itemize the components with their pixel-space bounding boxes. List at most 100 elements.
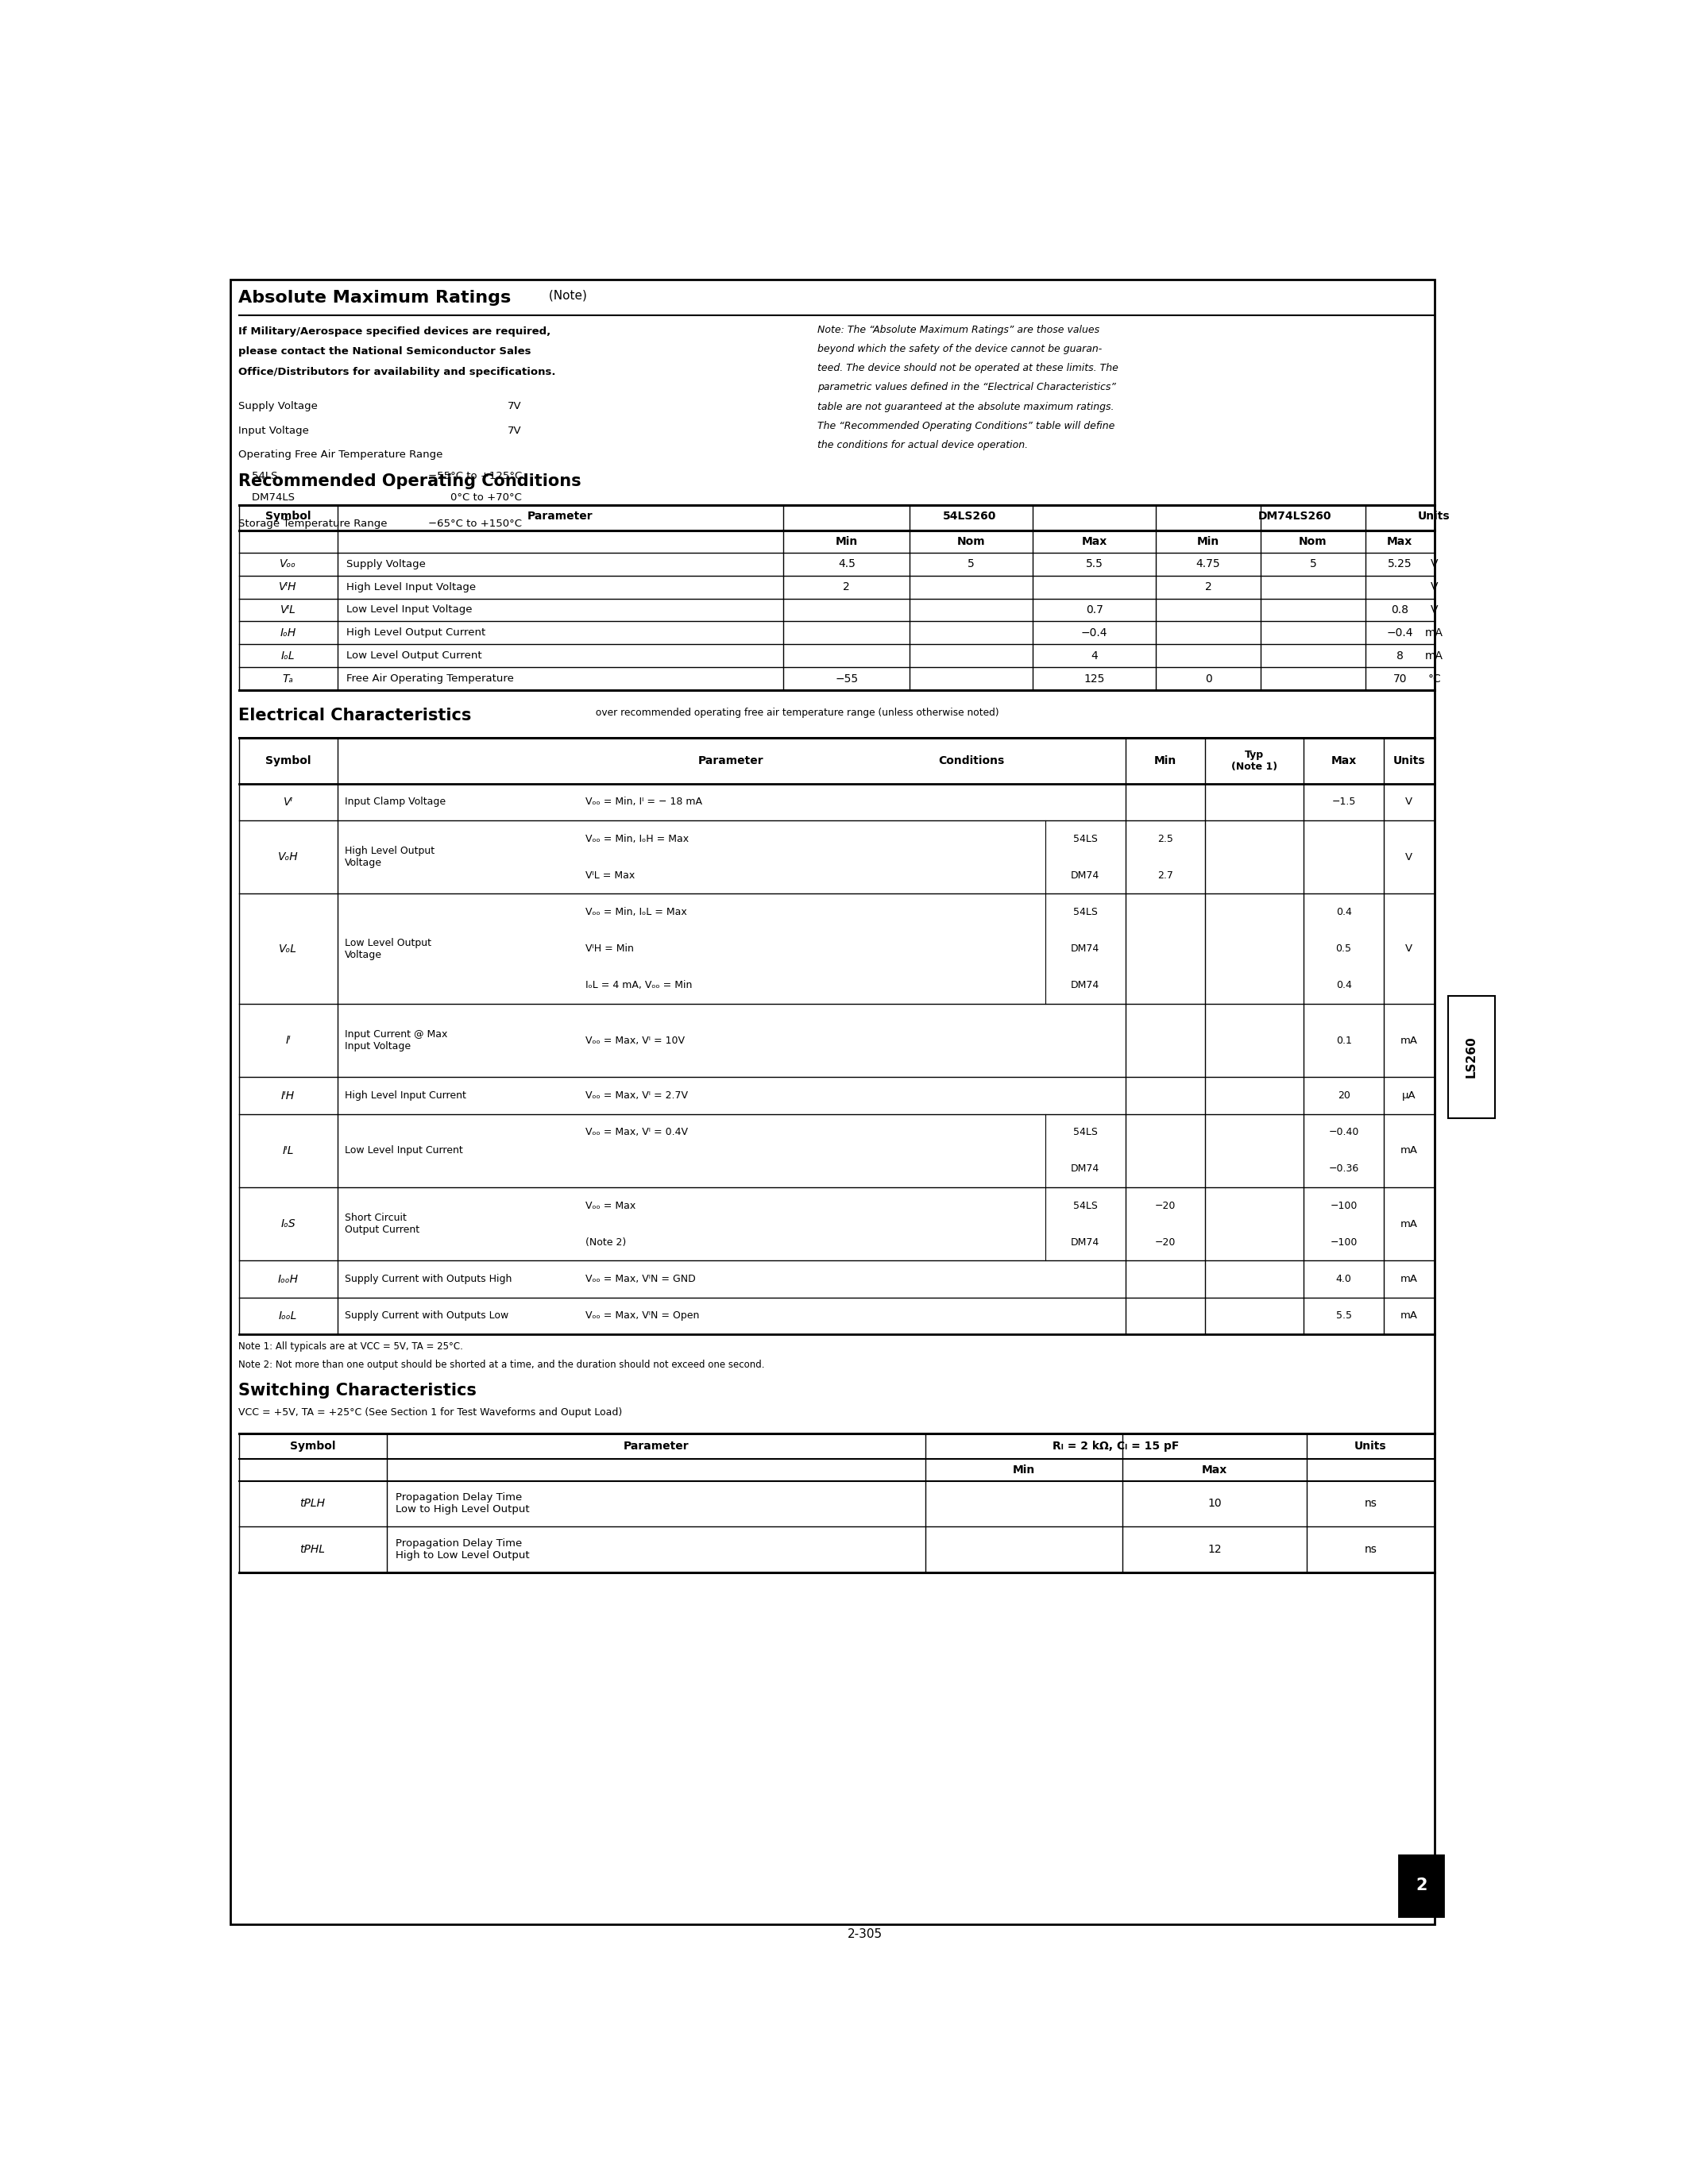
Text: V: V: [1430, 605, 1438, 616]
Text: 5.25: 5.25: [1388, 559, 1411, 570]
Text: IᴵH: IᴵH: [282, 1090, 295, 1101]
Text: (Note 2): (Note 2): [586, 1236, 626, 1247]
Text: 5.5: 5.5: [1085, 559, 1104, 570]
Text: Vₒₒ = Min, IₒL = Max: Vₒₒ = Min, IₒL = Max: [586, 906, 687, 917]
Text: Min: Min: [836, 535, 858, 548]
Text: 54LS260: 54LS260: [944, 511, 996, 522]
Text: 54LS: 54LS: [1074, 1127, 1097, 1138]
Text: teed. The device should not be operated at these limits. The: teed. The device should not be operated …: [817, 363, 1119, 373]
Text: LS260: LS260: [1465, 1035, 1477, 1079]
Text: High Level Input Current: High Level Input Current: [344, 1090, 466, 1101]
Text: Propagation Delay Time
High to Low Level Output: Propagation Delay Time High to Low Level…: [395, 1538, 530, 1562]
Text: Max: Max: [1202, 1463, 1227, 1476]
Text: High Level Output
Voltage: High Level Output Voltage: [344, 845, 434, 869]
Text: °C: °C: [1428, 673, 1442, 684]
Text: 7V: 7V: [508, 426, 522, 435]
Text: mA: mA: [1425, 627, 1443, 638]
Text: Symbol: Symbol: [290, 1441, 336, 1452]
Text: mA: mA: [1401, 1144, 1418, 1155]
Text: Storage Temperature Range: Storage Temperature Range: [238, 518, 388, 529]
Text: 2-305: 2-305: [847, 1928, 883, 1939]
Text: 0.4: 0.4: [1335, 981, 1352, 992]
Text: 4: 4: [1090, 651, 1097, 662]
Text: 0: 0: [1205, 673, 1212, 684]
Text: −100: −100: [1330, 1201, 1357, 1210]
Text: Parameter: Parameter: [623, 1441, 689, 1452]
Text: mA: mA: [1401, 1273, 1418, 1284]
Text: 54LS: 54LS: [1074, 906, 1097, 917]
Text: −100: −100: [1330, 1236, 1357, 1247]
Text: Low Level Output
Voltage: Low Level Output Voltage: [344, 937, 430, 961]
Text: 54LS: 54LS: [1074, 1201, 1097, 1210]
Text: tPLH: tPLH: [300, 1498, 326, 1509]
Text: The “Recommended Operating Conditions” table will define: The “Recommended Operating Conditions” t…: [817, 422, 1114, 430]
Text: VᴵL = Max: VᴵL = Max: [586, 869, 635, 880]
Text: Free Air Operating Temperature: Free Air Operating Temperature: [346, 673, 513, 684]
Text: VᴵH = Min: VᴵH = Min: [586, 943, 633, 954]
Text: DM74: DM74: [1070, 1164, 1099, 1175]
Text: (Note): (Note): [545, 290, 587, 301]
Text: Units: Units: [1354, 1441, 1386, 1452]
Text: mA: mA: [1401, 1035, 1418, 1046]
Text: −0.40: −0.40: [1328, 1127, 1359, 1138]
Text: Switching Characteristics: Switching Characteristics: [238, 1382, 478, 1400]
Text: Low Level Input Voltage: Low Level Input Voltage: [346, 605, 473, 616]
Text: Vₒₒ = Max, Vᴵ = 10V: Vₒₒ = Max, Vᴵ = 10V: [586, 1035, 685, 1046]
Text: DM74: DM74: [1070, 1236, 1099, 1247]
Text: −0.36: −0.36: [1328, 1164, 1359, 1175]
Text: 0.7: 0.7: [1085, 605, 1104, 616]
Text: Min: Min: [1197, 535, 1219, 548]
Text: DM74LS: DM74LS: [238, 494, 295, 502]
Text: Note 2: Not more than one output should be shorted at a time, and the duration s: Note 2: Not more than one output should …: [238, 1361, 765, 1369]
Text: Max: Max: [1082, 535, 1107, 548]
Text: Parameter: Parameter: [528, 511, 592, 522]
Text: IₒH: IₒH: [280, 627, 295, 638]
Text: Vₒₒ = Max, Vᴵ = 2.7V: Vₒₒ = Max, Vᴵ = 2.7V: [586, 1090, 687, 1101]
Text: mA: mA: [1401, 1219, 1418, 1230]
Text: −0.4: −0.4: [1386, 627, 1413, 638]
Text: Vₒₒ = Max, VᴵN = GND: Vₒₒ = Max, VᴵN = GND: [586, 1273, 695, 1284]
Text: Short Circuit
Output Current: Short Circuit Output Current: [344, 1212, 419, 1236]
Text: Symbol: Symbol: [265, 756, 311, 767]
Text: IₒS: IₒS: [280, 1219, 295, 1230]
Text: IₒₒH: IₒₒH: [277, 1273, 299, 1284]
Text: 2: 2: [1416, 1878, 1426, 1894]
Text: 5.5: 5.5: [1335, 1310, 1352, 1321]
Text: −55: −55: [836, 673, 858, 684]
Text: Vᴵ: Vᴵ: [284, 797, 292, 808]
Text: Low Level Input Current: Low Level Input Current: [344, 1144, 463, 1155]
Text: 2: 2: [1205, 581, 1212, 592]
Text: DM74: DM74: [1070, 869, 1099, 880]
Text: Max: Max: [1388, 535, 1413, 548]
Text: 8: 8: [1396, 651, 1403, 662]
Text: Propagation Delay Time
Low to High Level Output: Propagation Delay Time Low to High Level…: [395, 1492, 530, 1516]
Text: Input Current @ Max
Input Voltage: Input Current @ Max Input Voltage: [344, 1029, 447, 1053]
Text: mA: mA: [1401, 1310, 1418, 1321]
Text: IₒL: IₒL: [280, 651, 295, 662]
Text: ns: ns: [1364, 1544, 1377, 1555]
Text: parametric values defined in the “Electrical Characteristics”: parametric values defined in the “Electr…: [817, 382, 1116, 393]
Text: Conditions: Conditions: [939, 756, 1004, 767]
Text: IₒₒL: IₒₒL: [279, 1310, 297, 1321]
Text: Input Voltage: Input Voltage: [238, 426, 309, 435]
Text: Rₗ = 2 kΩ, Cₗ = 15 pF: Rₗ = 2 kΩ, Cₗ = 15 pF: [1053, 1441, 1180, 1452]
Text: Operating Free Air Temperature Range: Operating Free Air Temperature Range: [238, 450, 444, 461]
Text: please contact the National Semiconductor Sales: please contact the National Semiconducto…: [238, 347, 532, 356]
Text: 4.75: 4.75: [1197, 559, 1220, 570]
Text: Min: Min: [1155, 756, 1177, 767]
Text: 20: 20: [1337, 1090, 1350, 1101]
Text: Nom: Nom: [1298, 535, 1327, 548]
Text: Recommended Operating Conditions: Recommended Operating Conditions: [238, 474, 582, 489]
Text: Input Clamp Voltage: Input Clamp Voltage: [344, 797, 446, 808]
Text: tPHL: tPHL: [300, 1544, 326, 1555]
Text: 7V: 7V: [508, 402, 522, 411]
Text: the conditions for actual device operation.: the conditions for actual device operati…: [817, 439, 1028, 450]
Text: Parameter: Parameter: [699, 756, 765, 767]
Text: 12: 12: [1207, 1544, 1222, 1555]
Text: 0.4: 0.4: [1335, 906, 1352, 917]
Text: V: V: [1430, 559, 1438, 570]
Text: IₒL = 4 mA, Vₒₒ = Min: IₒL = 4 mA, Vₒₒ = Min: [586, 981, 692, 992]
Text: Supply Voltage: Supply Voltage: [346, 559, 425, 570]
Text: Note: The “Absolute Maximum Ratings” are those values: Note: The “Absolute Maximum Ratings” are…: [817, 325, 1099, 334]
Text: Vₒₒ = Max, Vᴵ = 0.4V: Vₒₒ = Max, Vᴵ = 0.4V: [586, 1127, 687, 1138]
